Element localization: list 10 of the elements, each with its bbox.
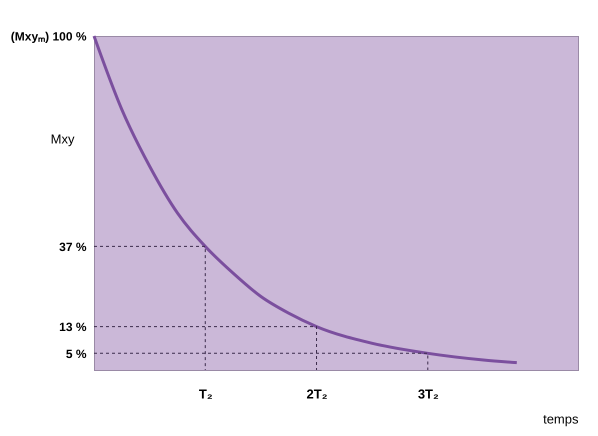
y-tick-label: 13 %: [59, 320, 87, 334]
line-series: [92, 34, 518, 364]
y-tick-label: (Mxyₘ) 100 %: [10, 30, 87, 44]
y-axis-title: Mxy: [50, 132, 75, 146]
y-tick-label: 5 %: [66, 346, 87, 361]
y-tick-label: 37 %: [59, 240, 87, 254]
x-tick-label: 3T₂: [418, 386, 439, 402]
x-tick-label: T₂: [198, 386, 213, 402]
x-axis-title: temps: [543, 412, 579, 426]
x-tick-label: 2T₂: [306, 386, 328, 402]
